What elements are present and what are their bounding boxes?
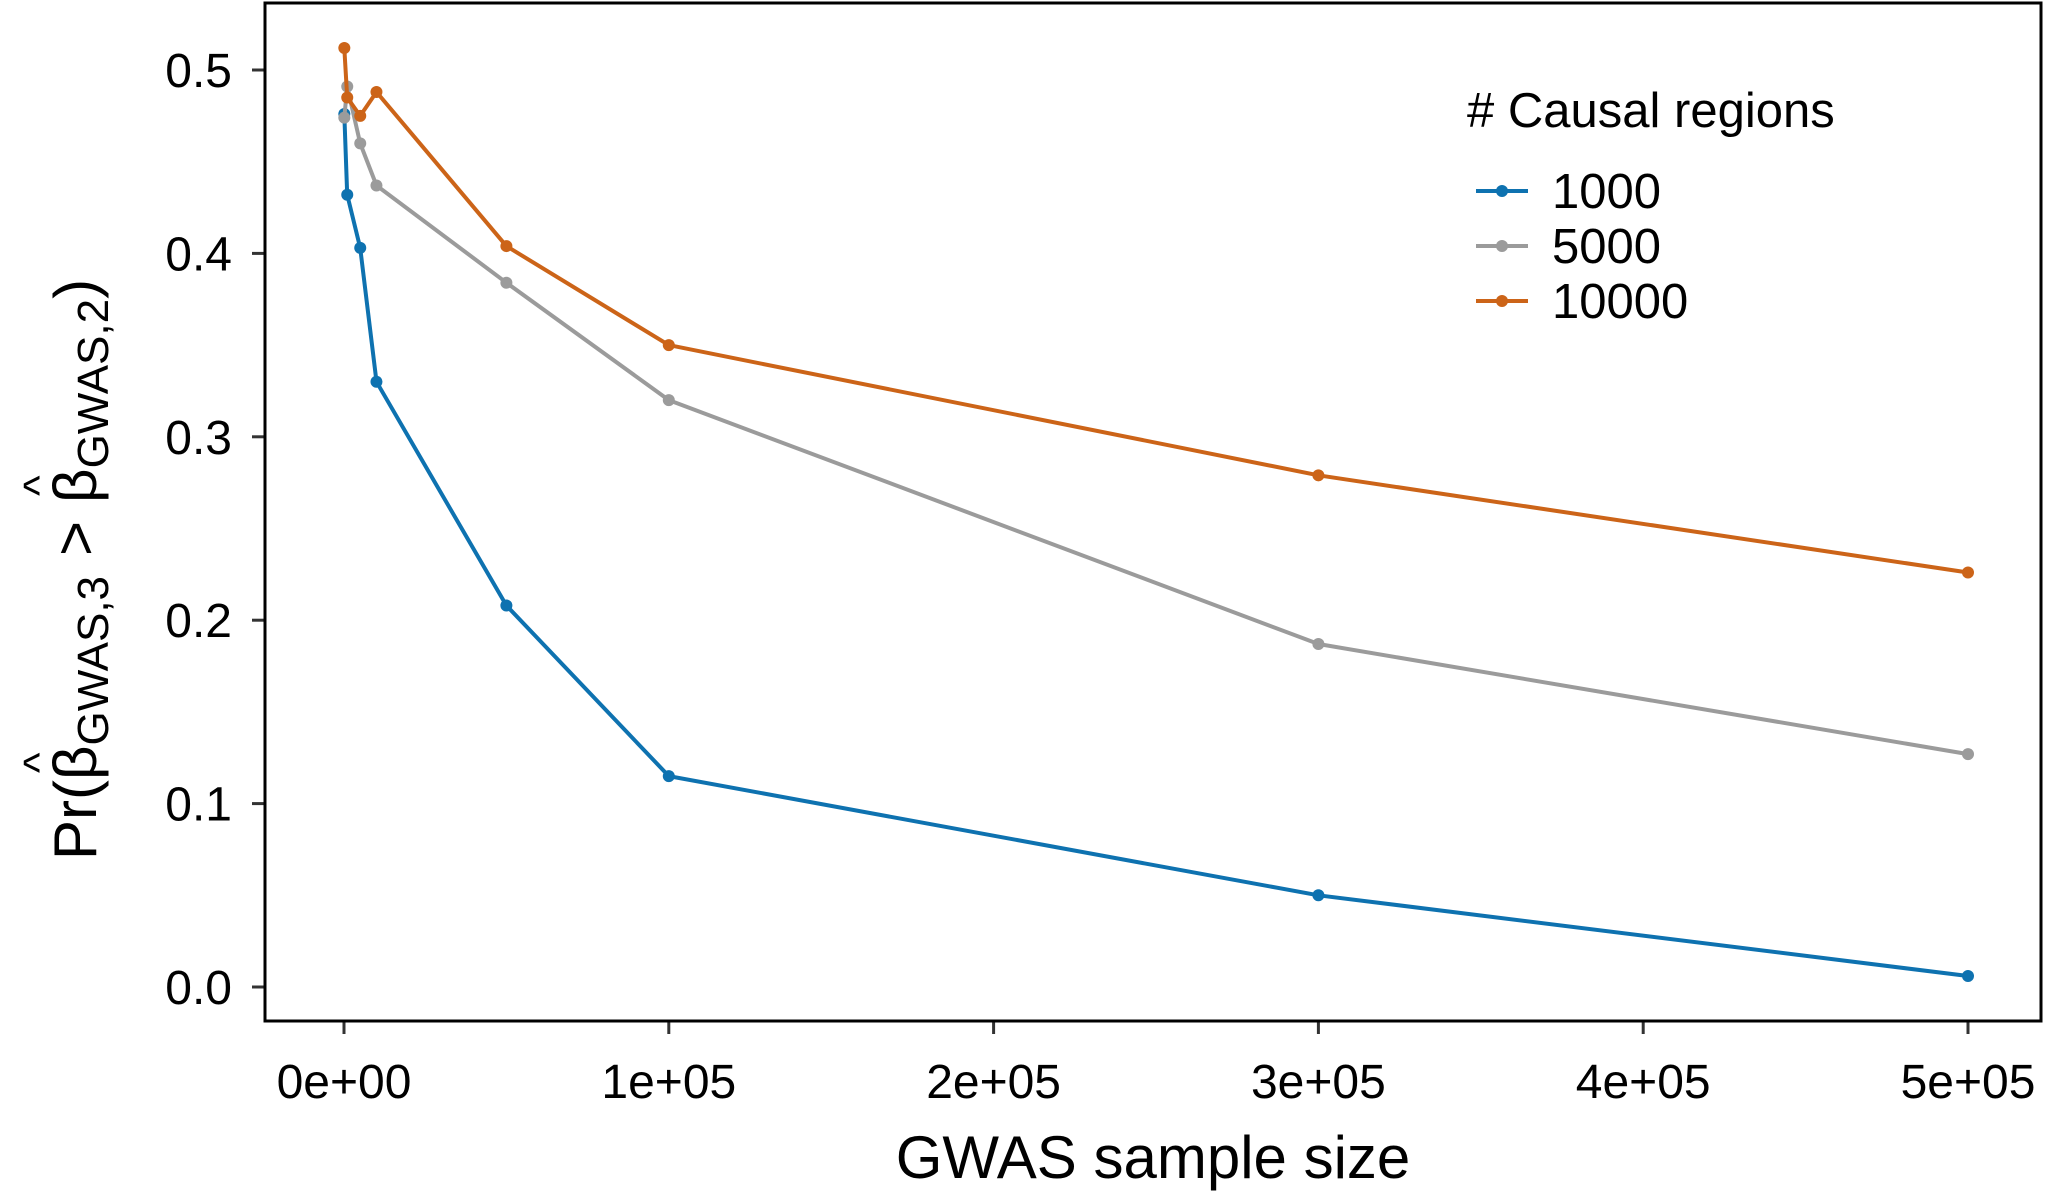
data-point [341,188,354,201]
y-axis-title-prefix: Pr( [42,780,109,860]
y-axis-title-hat: ^ [15,752,64,773]
series-10000 [338,41,1974,579]
x-tick-label: 5e+05 [1901,1056,2036,1109]
legend-key-point [1496,240,1508,252]
x-axis-title: GWAS sample size [896,1124,1411,1191]
legend-title: # Causal regions [1467,84,1835,138]
y-axis-title-comparator: > [42,521,109,556]
legend-label: 1000 [1552,165,1661,219]
data-point [1312,469,1325,482]
legend-key-point [1496,185,1508,197]
y-tick-label: 0.4 [165,228,232,281]
data-point [354,241,367,254]
y-axis-title-suffix: ) [42,279,109,299]
data-point [338,41,351,54]
y-axis-title-subscript-1: GWAS,3 [69,576,118,746]
series-line [342,113,1969,978]
legend-item: 1000 [1476,165,1661,219]
x-tick-label: 0e+00 [277,1056,412,1109]
y-tick-label: 0.0 [165,962,232,1015]
data-point [370,375,383,388]
x-tick-label: 1e+05 [601,1056,736,1109]
data-point [370,86,383,99]
legend-label: 5000 [1552,220,1661,274]
y-tick-label: 0.2 [165,595,232,648]
y-axis-title: Pr(βGWAS,3>βGWAS,2) [42,279,118,860]
data-point [662,394,675,407]
x-tick-label: 3e+05 [1251,1056,1386,1109]
y-axis-title-hat: ^ [15,475,64,496]
y-tick-label: 0.3 [165,412,232,465]
legend-item: 10000 [1476,275,1688,329]
data-point [341,91,354,104]
x-tick-label: 2e+05 [926,1056,1061,1109]
data-point [1962,566,1974,579]
y-axis-title-subscript-2: GWAS,2 [69,299,118,469]
y-axis-title-beta-2: β [42,468,109,503]
data-point [1312,889,1325,902]
data-point [1962,969,1974,982]
plot-panel-border [263,1,2043,1023]
legend-key-point [1496,295,1508,307]
y-axis-title-hats: ^^ [15,475,64,773]
x-axis: 0e+00 1e+05 2e+05 3e+05 4e+05 5e+05 [277,1021,2036,1109]
data-point [662,339,675,352]
data-point [370,179,383,192]
legend-label: 10000 [1552,275,1688,329]
data-point [500,276,513,289]
y-tick-label: 0.5 [165,45,232,98]
y-axis-title-beta-1: β [42,746,109,781]
data-point [1312,638,1325,651]
y-axis: 0.0 0.1 0.2 0.3 0.4 0.5 [165,45,265,1015]
x-tick-label: 4e+05 [1576,1056,1711,1109]
legend-item: 5000 [1476,220,1661,274]
y-tick-label: 0.1 [165,779,232,832]
data-point [338,111,351,124]
data-point [500,240,513,253]
data-point [354,137,367,150]
data-point [662,770,675,783]
plot-series [338,41,1974,982]
data-point [500,599,513,612]
data-point [354,109,367,122]
data-point [1962,748,1974,761]
